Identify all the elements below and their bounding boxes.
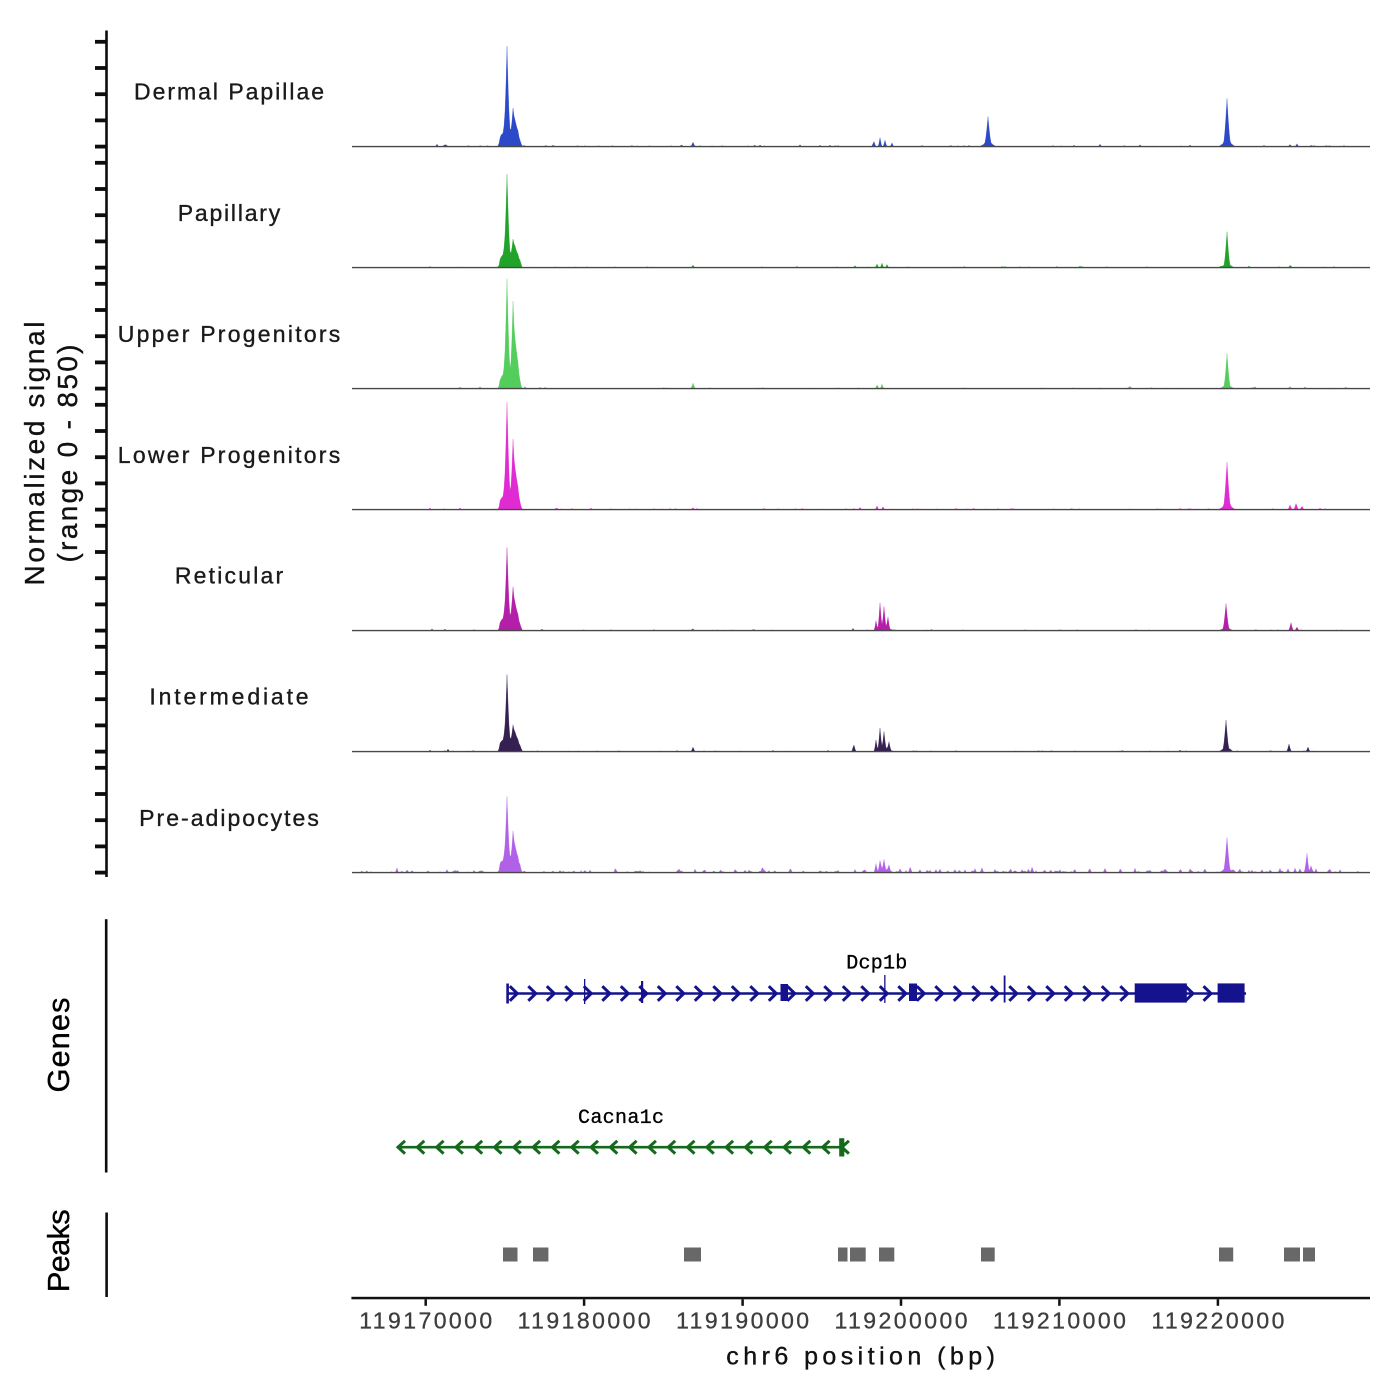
svg-text:119180000: 119180000 xyxy=(518,1308,651,1334)
svg-text:119200000: 119200000 xyxy=(835,1308,968,1334)
svg-text:Peaks: Peaks xyxy=(41,1209,76,1292)
svg-text:Dermal Papillae: Dermal Papillae xyxy=(134,78,324,104)
svg-text:Pre-adipocytes: Pre-adipocytes xyxy=(139,805,319,831)
svg-text:119170000: 119170000 xyxy=(359,1308,492,1334)
svg-text:Cacna1c: Cacna1c xyxy=(578,1107,664,1130)
svg-text:119210000: 119210000 xyxy=(993,1308,1126,1334)
svg-text:Dcp1b: Dcp1b xyxy=(846,953,907,976)
svg-text:119190000: 119190000 xyxy=(676,1308,809,1334)
svg-text:Lower Progenitors: Lower Progenitors xyxy=(118,442,340,468)
svg-text:Upper Progenitors: Upper Progenitors xyxy=(118,321,341,347)
svg-text:(range 0 - 850): (range 0 - 850) xyxy=(52,345,83,563)
svg-text:chr6 position (bp): chr6 position (bp) xyxy=(726,1342,995,1370)
svg-text:Reticular: Reticular xyxy=(175,562,284,588)
svg-text:119220000: 119220000 xyxy=(1151,1308,1284,1334)
svg-text:Genes: Genes xyxy=(41,998,76,1093)
